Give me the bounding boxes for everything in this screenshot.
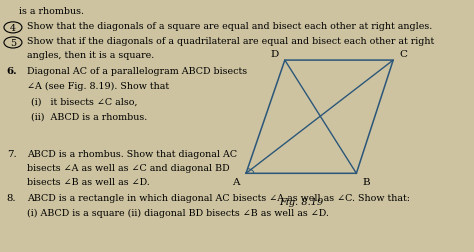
Text: Show that if the diagonals of a quadrilateral are equal and bisect each other at: Show that if the diagonals of a quadrila…	[27, 37, 435, 46]
Text: ABCD is a rectangle in which diagonal AC bisects ∠A as well as ∠C. Show that:: ABCD is a rectangle in which diagonal AC…	[27, 194, 410, 203]
Text: B: B	[363, 177, 370, 186]
Text: D: D	[271, 50, 279, 59]
Text: 5: 5	[10, 39, 16, 48]
Text: (ii)  ABCD is a rhombus.: (ii) ABCD is a rhombus.	[31, 112, 147, 121]
Text: (i)   it bisects ∠C also,: (i) it bisects ∠C also,	[31, 97, 138, 106]
Text: 8.: 8.	[7, 194, 17, 203]
Text: A: A	[232, 177, 240, 186]
Text: bisects ∠B as well as ∠D.: bisects ∠B as well as ∠D.	[27, 177, 150, 186]
Text: 4: 4	[10, 24, 16, 33]
Text: angles, then it is a square.: angles, then it is a square.	[27, 51, 155, 60]
Text: bisects ∠A as well as ∠C and diagonal BD: bisects ∠A as well as ∠C and diagonal BD	[27, 164, 230, 173]
Text: 7.: 7.	[7, 150, 17, 159]
Text: ABCD is a rhombus. Show that diagonal AC: ABCD is a rhombus. Show that diagonal AC	[27, 150, 237, 159]
Text: C: C	[399, 50, 407, 59]
Text: 6.: 6.	[7, 67, 18, 76]
Text: Fig. 8.19: Fig. 8.19	[279, 197, 323, 206]
Text: Show that the diagonals of a square are equal and bisect each other at right ang: Show that the diagonals of a square are …	[27, 22, 432, 31]
Text: Diagonal AC of a parallelogram ABCD bisects: Diagonal AC of a parallelogram ABCD bise…	[27, 67, 247, 76]
Text: (i) ABCD is a square (ii) diagonal BD bisects ∠B as well as ∠D.: (i) ABCD is a square (ii) diagonal BD bi…	[27, 208, 329, 217]
Text: ∠A (see Fig. 8.19). Show that: ∠A (see Fig. 8.19). Show that	[27, 81, 169, 90]
Text: is a rhombus.: is a rhombus.	[19, 7, 84, 16]
